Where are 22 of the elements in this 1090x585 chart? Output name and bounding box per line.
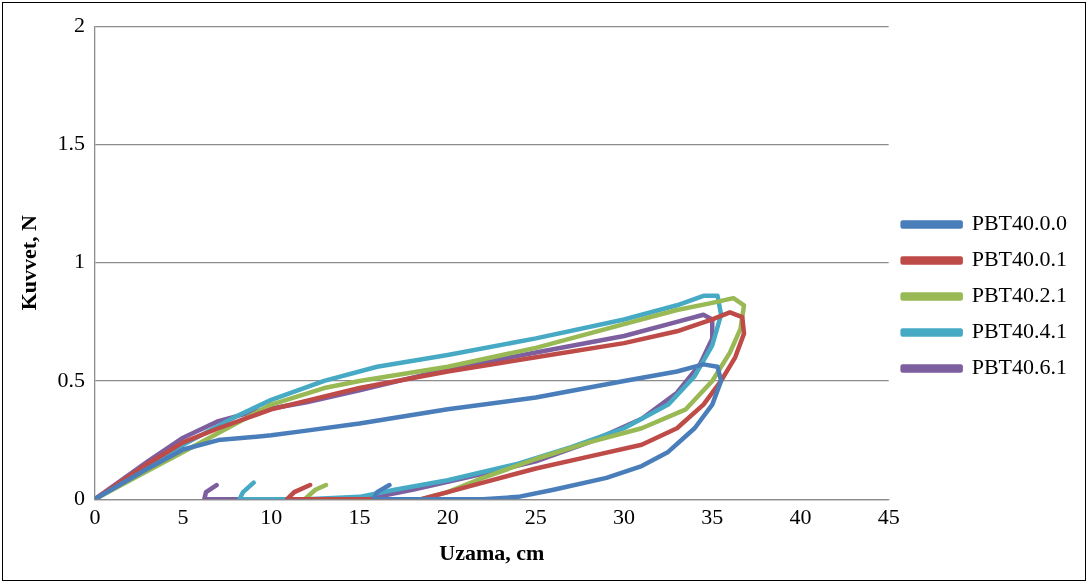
legend-label: PBT40.0.0 bbox=[971, 210, 1068, 236]
x-tick-label: 40 bbox=[789, 504, 812, 530]
legend-label: PBT40.4.1 bbox=[971, 318, 1068, 344]
y-axis-title: Kuvvet, N bbox=[15, 214, 41, 311]
y-tick-label: 1 bbox=[73, 248, 85, 274]
y-tick-label: 0 bbox=[73, 484, 85, 510]
x-axis-title: Uzama, cm bbox=[439, 540, 545, 566]
y-tick-label: 1.5 bbox=[57, 130, 85, 156]
x-tick-label: 10 bbox=[260, 504, 283, 530]
x-tick-label: 35 bbox=[701, 504, 724, 530]
y-tick-label: 0.5 bbox=[57, 366, 85, 392]
x-tick-label: 5 bbox=[177, 504, 189, 530]
x-tick-label: 20 bbox=[436, 504, 459, 530]
y-tick-label: 2 bbox=[73, 11, 85, 37]
x-tick-label: 0 bbox=[89, 504, 101, 530]
x-tick-label: 25 bbox=[524, 504, 547, 530]
legend-label: PBT40.6.1 bbox=[971, 354, 1068, 380]
x-tick-label: 15 bbox=[348, 504, 371, 530]
x-tick-label: 45 bbox=[877, 504, 900, 530]
legend-label: PBT40.2.1 bbox=[971, 282, 1068, 308]
legend-label: PBT40.0.1 bbox=[971, 246, 1068, 272]
x-tick-label: 30 bbox=[613, 504, 636, 530]
